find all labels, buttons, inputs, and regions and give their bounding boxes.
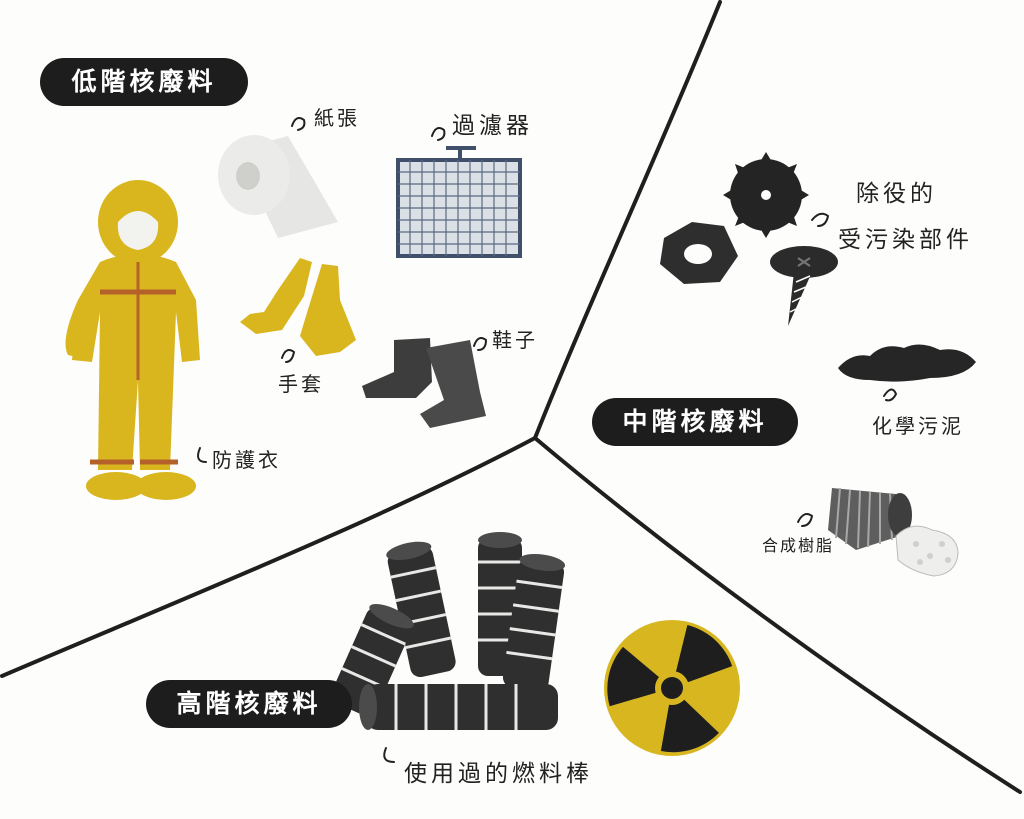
gloves-label: 手套 <box>278 372 324 396</box>
protective-suit-label: 防護衣 <box>212 448 281 472</box>
hex-nut-icon <box>660 222 738 284</box>
high-level-waste-title: 高階核廢料 <box>146 680 352 728</box>
toilet-paper-icon <box>218 135 338 238</box>
radiation-symbol-icon <box>604 620 740 756</box>
decommissioned-label: 除役的 <box>856 181 937 207</box>
spent-fuel-rods-label: 使用過的燃料棒 <box>404 761 593 787</box>
paper-label: 紙張 <box>314 106 360 130</box>
synthetic-resin-label: 合成樹脂 <box>762 536 835 555</box>
hazmat-suit-icon <box>65 180 200 500</box>
resin-drum-icon <box>828 487 959 577</box>
low-level-waste-title: 低階核廢料 <box>40 58 248 106</box>
filter-icon <box>396 146 522 258</box>
divider-lines <box>0 0 1022 794</box>
contaminated-parts-label: 受污染部件 <box>838 227 973 253</box>
intermediate-level-waste-title: 中階核廢料 <box>592 398 798 446</box>
chemical-sludge-label: 化學污泥 <box>872 414 964 438</box>
shoes-label: 鞋子 <box>492 328 538 352</box>
screw-icon <box>770 246 838 326</box>
gloves-icon <box>240 258 356 356</box>
label-pointers <box>197 117 898 763</box>
shoes-icon <box>362 338 486 428</box>
chemical-sludge-icon <box>838 344 976 382</box>
fuel-rods-icon <box>331 532 566 730</box>
filter-label: 過濾器 <box>452 113 533 139</box>
saw-blade-icon <box>723 152 809 238</box>
